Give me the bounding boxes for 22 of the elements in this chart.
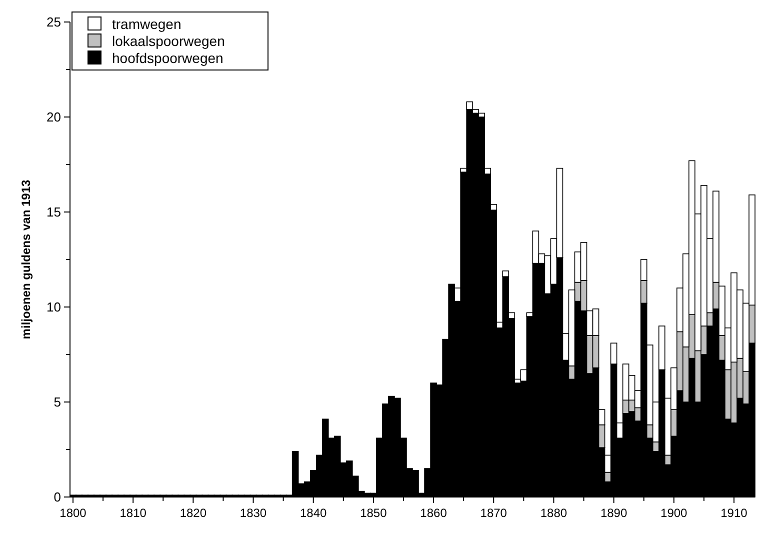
x-tick-label: 1800 — [60, 506, 87, 520]
x-tick-label: 1890 — [600, 506, 628, 520]
y-tick-label: 10 — [46, 300, 61, 315]
legend-label: lokaalspoorwegen — [112, 32, 225, 49]
x-tick-label: 1910 — [720, 506, 748, 520]
legend-label: hoofdspoorwegen — [112, 50, 224, 66]
x-tick-label: 1840 — [300, 506, 328, 520]
y-tick-label: 5 — [54, 394, 61, 410]
x-tick-label: 1820 — [180, 506, 207, 520]
legend-label: tramwegen — [112, 16, 182, 32]
x-tick-label: 1880 — [540, 506, 568, 520]
x-tick-label: 1900 — [660, 506, 688, 520]
x-tick-label: 1830 — [240, 506, 267, 520]
y-tick-label: 15 — [46, 204, 61, 220]
x-tick-label: 1850 — [360, 506, 388, 520]
y-tick-label: 25 — [46, 14, 61, 30]
x-tick-label: 1860 — [420, 506, 448, 520]
y-tick-label: 20 — [46, 110, 61, 125]
x-tick-label: 1810 — [120, 506, 147, 520]
x-tick-label: 1870 — [480, 506, 508, 520]
y-axis-title: miljoenen guldens van 1913 — [19, 179, 33, 340]
y-tick-label: 0 — [54, 490, 61, 505]
